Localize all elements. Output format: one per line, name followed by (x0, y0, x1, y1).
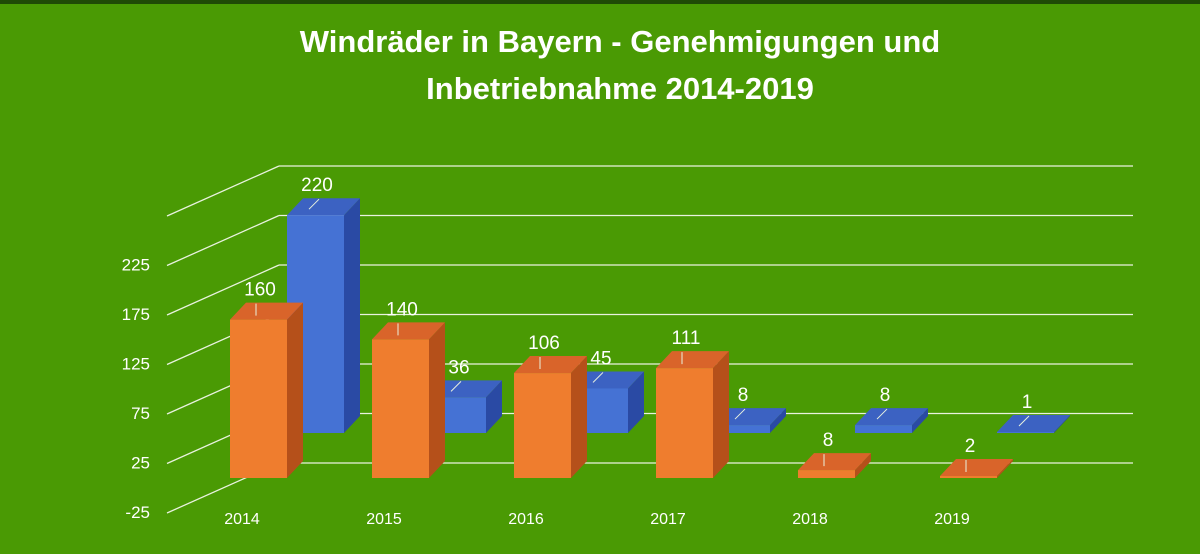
bar-front-2014-front (230, 319, 287, 478)
bar-back-2017-front (713, 425, 770, 433)
gridline-diagonal (166, 264, 280, 316)
data-label-back-2014: 220 (301, 175, 333, 196)
bar-back-2019-side (1054, 415, 1070, 433)
data-label-front-2017: 111 (672, 328, 701, 349)
y-tick-label: 175 (122, 305, 150, 324)
bar-front-2014-side (287, 302, 303, 478)
leader-line (1018, 415, 1030, 427)
top-strip (0, 0, 1200, 4)
bar-back-2019 (997, 415, 1070, 433)
x-tick-label: 2014 (224, 511, 260, 528)
data-label-front-2019: 2 (965, 436, 976, 457)
bar-front-2018 (798, 453, 871, 478)
bar-front-2019 (940, 459, 1013, 478)
leader-line (876, 408, 888, 420)
bar-front-2017-front (656, 368, 713, 478)
bar-back-2018-front (855, 425, 912, 433)
y-tick-label: 75 (131, 404, 150, 423)
gridline-diagonal (166, 214, 280, 267)
bar-back-2015-side (486, 380, 502, 433)
bar-front-2017-top (656, 351, 729, 369)
bar-front-2018-front (798, 470, 855, 478)
bar-front-2019-top (940, 459, 1013, 477)
bar-front-2018-top (798, 453, 871, 471)
bar-back-2017 (713, 408, 786, 433)
bar-front-2016-side (571, 356, 587, 478)
bar-back-2014-side (344, 198, 360, 433)
bar-front-2015-front (372, 339, 429, 478)
data-label-back-2017: 8 (738, 385, 749, 406)
gridline-diagonal (166, 165, 280, 217)
bar-front-2018-side (855, 453, 871, 478)
data-label-front-2016: 106 (528, 333, 560, 354)
x-tick-label: 2018 (792, 511, 828, 528)
bar-front-2015-side (429, 322, 445, 478)
bar-back-2018-top (855, 408, 928, 426)
leader-line (734, 408, 746, 420)
bar-back-2017-top (713, 408, 786, 426)
bar-front-2019-front (940, 476, 997, 478)
chart-title-line-2: Inbetriebnahme 2014-2019 (426, 71, 814, 106)
bar-back-2019-top (997, 415, 1070, 432)
bar-front-2015-top (372, 322, 445, 340)
leader-line (450, 381, 462, 392)
x-tick-label: 2015 (366, 511, 402, 528)
front-series-bars (230, 302, 1013, 478)
data-labels: 220 36 45 8 8 1 160 140 106 111 8 2 (244, 175, 1033, 473)
y-tick-label: 25 (131, 454, 150, 473)
axis-labels: -25 25 75 125 175 225 2014 2015 2016 2017 2018 2019 (122, 256, 970, 529)
bar-back-2018 (855, 408, 928, 433)
bar-front-2014-top (230, 302, 303, 320)
bar-front-2017-side (713, 351, 729, 478)
bar-back-2014-top (287, 198, 360, 216)
bar-front-2014 (230, 302, 303, 478)
leader-line (592, 372, 604, 383)
bar-back-2016-side (628, 371, 644, 433)
y-tick-label: 125 (122, 355, 150, 374)
x-tick-label: 2017 (650, 511, 686, 528)
bar-front-2015 (372, 322, 445, 478)
data-label-back-2018: 8 (880, 385, 891, 406)
y-tick-label: 225 (122, 256, 150, 275)
bar-back-2019-front (997, 432, 1054, 433)
y-tick-label: -25 (125, 503, 150, 522)
bar-front-2019-side (997, 459, 1013, 478)
chart-title-line-1: Windräder in Bayern - Genehmigungen und (299, 24, 941, 59)
x-tick-label: 2016 (508, 511, 544, 528)
bar-front-2017 (656, 351, 729, 478)
bar-back-2017-side (770, 408, 786, 433)
data-label-front-2014: 160 (244, 280, 276, 301)
bar-front-2016-front (514, 373, 571, 478)
x-tick-label: 2019 (934, 511, 970, 528)
bar-front-2016 (514, 356, 587, 478)
chart-title: Windräder in Bayern - Genehmigungen und … (160, 18, 1080, 112)
leader-line (308, 198, 320, 210)
bar-back-2015-top (429, 380, 502, 398)
data-label-back-2015: 36 (448, 357, 469, 378)
bar-front-2016-top (514, 356, 587, 374)
bar-back-2016-top (571, 371, 644, 389)
data-label-front-2015: 140 (386, 299, 418, 320)
data-label-back-2019: 1 (1022, 392, 1033, 413)
bar-back-2018-side (912, 408, 928, 433)
data-label-back-2016: 45 (590, 348, 611, 369)
data-label-front-2018: 8 (823, 430, 834, 451)
